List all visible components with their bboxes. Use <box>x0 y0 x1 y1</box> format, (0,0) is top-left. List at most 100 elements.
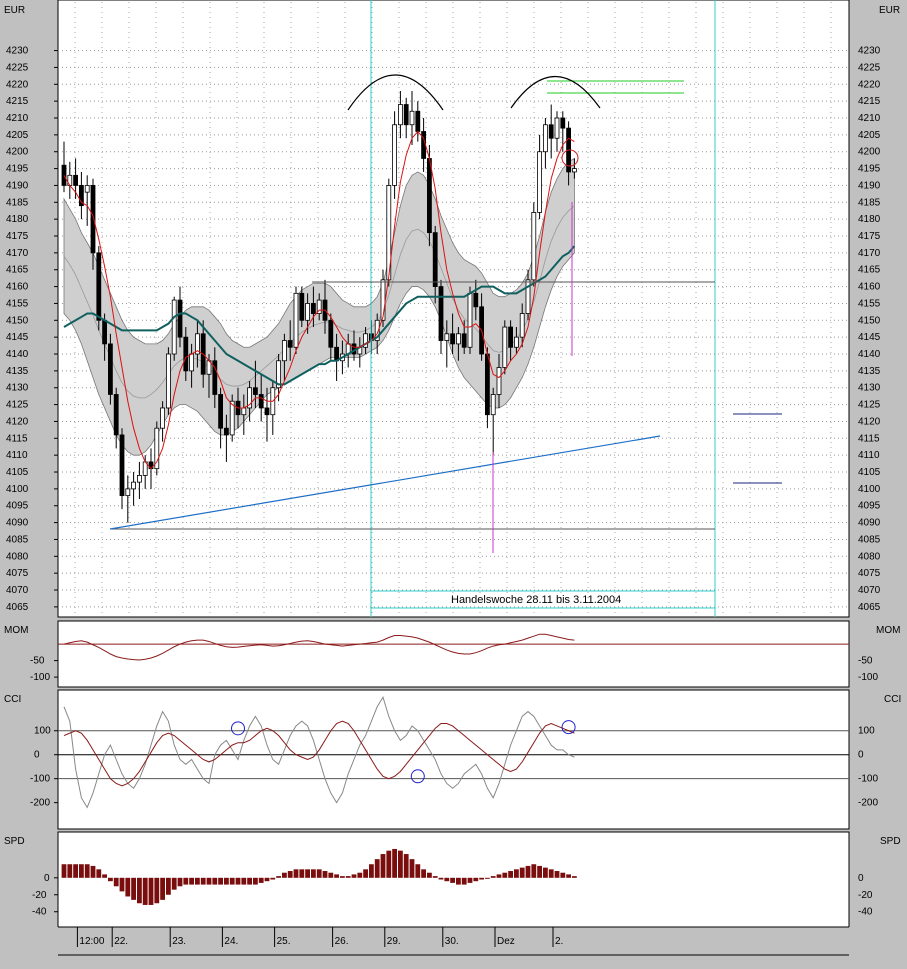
candle-body <box>223 427 229 436</box>
cci-tick-right: -100 <box>858 774 878 785</box>
candle-body <box>247 387 253 409</box>
price-tick-right: 4075 <box>858 568 881 579</box>
spd-bar <box>519 867 525 878</box>
candle-body <box>102 319 107 345</box>
cci-tick-left: 100 <box>34 726 51 737</box>
price-tick-right: 4175 <box>858 231 881 242</box>
moving-average-fast <box>63 130 575 470</box>
price-tick-left: 4110 <box>6 450 28 461</box>
price-tick-left: 4145 <box>6 332 29 343</box>
spd-bar <box>473 877 479 882</box>
candle-body <box>473 292 479 308</box>
candle-body <box>409 110 415 126</box>
x-tick-label: 24. <box>224 936 238 947</box>
spd-bar <box>554 871 560 878</box>
spd-bar <box>108 877 113 882</box>
candle-body <box>119 434 125 497</box>
spd-bar <box>345 876 351 878</box>
cci-label-left: CCI <box>4 694 21 705</box>
candle-body <box>108 343 113 395</box>
spd-bar <box>531 864 537 878</box>
spd-bar <box>328 872 334 878</box>
spd-tick-right: 0 <box>858 873 864 884</box>
spd-bar <box>421 869 426 878</box>
spd-bar <box>479 877 484 880</box>
spd-bar <box>137 877 142 904</box>
candle-body <box>212 360 218 395</box>
candle-body <box>328 319 334 348</box>
spd-bar <box>322 871 328 878</box>
spd-bar <box>166 877 171 895</box>
price-tick-right: 4090 <box>858 518 881 529</box>
price-tick-right: 4190 <box>858 180 881 191</box>
spd-bar <box>195 877 200 885</box>
candle-body <box>79 185 84 207</box>
spd-label-right: SPD <box>880 836 901 847</box>
spd-bar <box>90 865 96 878</box>
candle-body <box>194 333 200 355</box>
spd-bar <box>316 869 322 878</box>
x-tick-label: 22. <box>114 936 128 947</box>
y-axes: 4065 4065 4070 4070 4075 4075 4080 4080 4085 4085… <box>6 46 881 918</box>
spd-bar <box>189 877 194 885</box>
price-tick-right: 4120 <box>858 416 881 427</box>
spd-bar <box>438 877 444 880</box>
spd-bar <box>392 848 397 878</box>
price-tick-right: 4205 <box>858 130 881 141</box>
spd-bar <box>490 876 496 878</box>
price-tick-right: 4070 <box>858 585 881 596</box>
cci-slow-line <box>63 720 575 787</box>
price-tick-left: 4150 <box>6 315 29 326</box>
candle-body <box>258 394 264 409</box>
price-label-left: EUR <box>4 5 25 16</box>
candle-body <box>525 279 531 314</box>
grid-lines <box>58 2 849 615</box>
spd-bar <box>258 877 264 883</box>
candle-body <box>432 232 438 287</box>
price-tick-right: 4130 <box>858 383 881 394</box>
spd-bar <box>444 877 450 882</box>
spd-bar <box>177 877 183 887</box>
spd-bar <box>154 877 160 904</box>
price-tick-right: 4230 <box>858 46 881 57</box>
spd-bar <box>160 877 165 900</box>
price-tick-left: 4085 <box>6 534 29 545</box>
spd-bar <box>369 864 374 878</box>
candle-body <box>252 387 258 395</box>
x-tick-label: 2. <box>555 936 563 947</box>
spd-bar <box>200 877 206 885</box>
x-axis-bg <box>0 927 907 969</box>
x-tick-label: 25. <box>277 936 291 947</box>
x-tick-label: 12:00 <box>79 936 104 947</box>
spd-bar <box>357 872 363 878</box>
price-tick-left: 4070 <box>6 585 29 596</box>
price-tick-left: 4220 <box>6 79 29 90</box>
mom-panel <box>57 620 850 688</box>
spd-bar <box>235 877 241 885</box>
price-tick-right: 4165 <box>858 265 881 276</box>
spd-bar <box>299 869 305 878</box>
cci-layer <box>58 695 849 809</box>
candle-body <box>113 394 119 436</box>
price-tick-right: 4100 <box>858 484 881 495</box>
candle-body <box>519 313 525 338</box>
x-tick-label: Dez <box>497 936 515 947</box>
price-tick-left: 4130 <box>6 383 29 394</box>
price-tick-right: 4195 <box>858 164 881 175</box>
price-tick-left: 4115 <box>6 433 28 444</box>
candle-body <box>96 252 102 321</box>
candle-body <box>189 353 195 372</box>
candle-body <box>392 124 398 186</box>
spd-bar <box>450 877 455 883</box>
spd-bar <box>102 874 107 878</box>
spd-bar <box>415 864 421 878</box>
price-tick-left: 4140 <box>6 349 29 360</box>
price-tick-left: 4205 <box>6 130 29 141</box>
candle-body <box>125 488 131 497</box>
price-tick-left: 4175 <box>6 231 29 242</box>
candle-body <box>444 333 450 341</box>
price-tick-left: 4190 <box>6 180 29 191</box>
price-label-right: EUR <box>879 5 900 16</box>
